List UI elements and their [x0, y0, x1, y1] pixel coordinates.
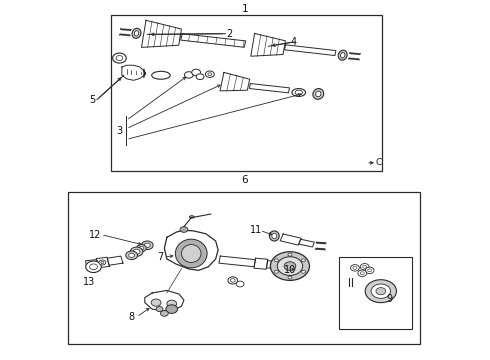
Text: 6: 6	[242, 175, 248, 185]
Ellipse shape	[292, 89, 306, 96]
Ellipse shape	[338, 50, 347, 60]
Ellipse shape	[181, 244, 201, 262]
Text: 3: 3	[116, 126, 122, 135]
Polygon shape	[86, 260, 98, 268]
Circle shape	[151, 299, 161, 306]
Ellipse shape	[132, 28, 141, 38]
Polygon shape	[164, 230, 218, 270]
Text: 8: 8	[128, 312, 135, 322]
Polygon shape	[280, 234, 301, 245]
Polygon shape	[181, 34, 245, 47]
Circle shape	[277, 257, 303, 275]
Circle shape	[180, 226, 188, 232]
Bar	[111, 15, 382, 171]
Polygon shape	[142, 20, 181, 48]
Circle shape	[358, 270, 367, 276]
Circle shape	[137, 244, 147, 252]
Polygon shape	[145, 291, 184, 311]
Ellipse shape	[295, 90, 302, 95]
Polygon shape	[299, 239, 315, 247]
Circle shape	[274, 259, 278, 262]
Circle shape	[208, 73, 212, 76]
Circle shape	[205, 71, 214, 77]
Circle shape	[86, 261, 101, 273]
Circle shape	[270, 252, 310, 280]
Circle shape	[363, 265, 367, 268]
Ellipse shape	[189, 216, 194, 218]
Text: 10: 10	[284, 265, 296, 275]
Circle shape	[376, 288, 386, 295]
Circle shape	[129, 253, 135, 257]
Text: 13: 13	[82, 277, 95, 287]
Circle shape	[184, 72, 193, 78]
Circle shape	[274, 270, 278, 273]
Text: 1: 1	[242, 4, 248, 14]
Circle shape	[160, 311, 168, 316]
Circle shape	[130, 247, 143, 256]
Circle shape	[236, 281, 244, 287]
Polygon shape	[254, 258, 268, 269]
Polygon shape	[219, 256, 255, 267]
Circle shape	[360, 264, 369, 270]
Ellipse shape	[175, 239, 207, 268]
Circle shape	[101, 261, 104, 264]
Circle shape	[288, 253, 292, 256]
Circle shape	[230, 279, 235, 282]
Circle shape	[365, 280, 396, 303]
Circle shape	[353, 266, 357, 269]
Polygon shape	[285, 45, 336, 55]
Ellipse shape	[270, 231, 279, 241]
Ellipse shape	[313, 89, 324, 99]
Circle shape	[196, 74, 204, 80]
Circle shape	[228, 277, 238, 284]
Polygon shape	[220, 72, 250, 91]
Circle shape	[360, 272, 364, 275]
Circle shape	[99, 260, 106, 265]
Circle shape	[167, 300, 176, 307]
Polygon shape	[251, 33, 285, 56]
Ellipse shape	[272, 233, 277, 239]
Ellipse shape	[134, 31, 139, 36]
Circle shape	[368, 269, 371, 272]
Text: 7: 7	[157, 252, 163, 262]
Circle shape	[284, 262, 296, 270]
Text: 5: 5	[90, 95, 96, 105]
Circle shape	[371, 284, 391, 298]
Polygon shape	[249, 84, 290, 93]
Circle shape	[142, 241, 153, 249]
Ellipse shape	[341, 53, 345, 58]
Circle shape	[156, 307, 163, 312]
Circle shape	[113, 53, 126, 63]
Circle shape	[350, 265, 359, 271]
Polygon shape	[122, 65, 146, 80]
Text: 9: 9	[386, 294, 392, 304]
Text: 4: 4	[291, 37, 297, 47]
Ellipse shape	[316, 91, 321, 97]
Text: 11: 11	[249, 225, 262, 235]
Circle shape	[288, 276, 292, 279]
Circle shape	[166, 305, 177, 314]
Circle shape	[116, 55, 123, 60]
Text: 12: 12	[89, 230, 101, 239]
Text: C: C	[375, 158, 382, 167]
Circle shape	[145, 243, 150, 247]
Bar	[339, 257, 412, 329]
Circle shape	[301, 259, 305, 262]
Bar	[68, 192, 420, 344]
Circle shape	[192, 69, 200, 76]
Polygon shape	[107, 256, 123, 265]
Text: 2: 2	[226, 29, 232, 39]
Circle shape	[126, 251, 138, 260]
Circle shape	[301, 270, 305, 273]
Ellipse shape	[152, 71, 170, 79]
Circle shape	[139, 246, 144, 250]
Polygon shape	[267, 261, 280, 269]
Circle shape	[133, 249, 140, 254]
Circle shape	[365, 267, 374, 274]
Polygon shape	[97, 257, 109, 268]
Circle shape	[90, 264, 98, 270]
